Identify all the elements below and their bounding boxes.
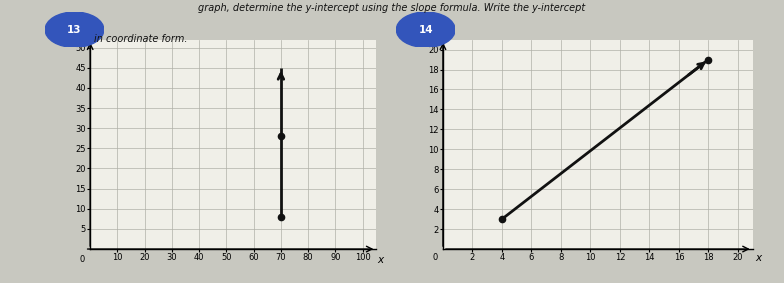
Text: in coordinate form.: in coordinate form.: [94, 34, 188, 44]
Text: 13: 13: [67, 25, 82, 35]
Text: y: y: [76, 30, 82, 40]
Text: 14: 14: [419, 25, 433, 35]
Circle shape: [397, 12, 455, 47]
Circle shape: [45, 12, 103, 47]
Text: x: x: [756, 253, 761, 263]
Text: 0: 0: [433, 253, 438, 262]
Text: 0: 0: [79, 255, 85, 264]
Text: x: x: [377, 255, 383, 265]
Text: y: y: [434, 30, 440, 40]
Text: graph, determine the y-intercept using the slope formula. Write the y-intercept: graph, determine the y-intercept using t…: [198, 3, 586, 13]
